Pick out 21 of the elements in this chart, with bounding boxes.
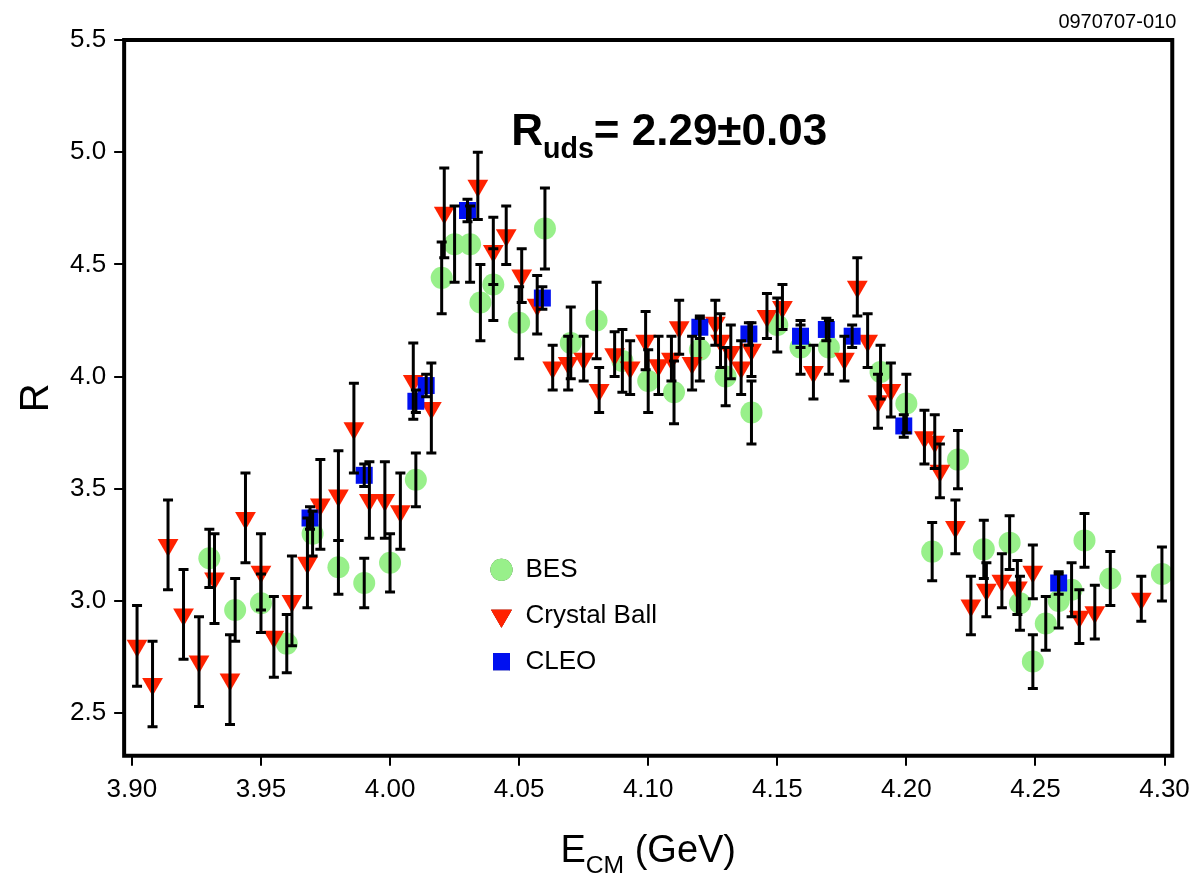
legend-label: BES bbox=[525, 552, 578, 583]
legend-label: CLEO bbox=[525, 644, 597, 675]
x-tick-label: 4.25 bbox=[1010, 772, 1061, 803]
y-tick-label: 4.5 bbox=[69, 247, 107, 278]
x-tick-label: 4.30 bbox=[1139, 772, 1190, 803]
x-tick-label: 4.00 bbox=[364, 772, 416, 803]
y-tick-label: 5.5 bbox=[69, 23, 107, 54]
y-tick-label: 3.0 bbox=[69, 584, 107, 615]
x-tick-label: 4.20 bbox=[881, 772, 932, 803]
y-tick-label: 5.0 bbox=[69, 135, 107, 166]
x-tick-label: 3.95 bbox=[235, 772, 287, 803]
y-axis-title: R bbox=[12, 383, 56, 413]
legend-label: Crystal Ball bbox=[525, 598, 657, 629]
y-tick-label: 4.0 bbox=[69, 359, 107, 390]
y-tick-label: 2.5 bbox=[69, 696, 107, 727]
x-tick-label: 4.15 bbox=[751, 772, 803, 803]
x-tick-label: 4.10 bbox=[622, 772, 674, 803]
x-tick-label: 3.90 bbox=[106, 772, 158, 803]
x-tick-label: 4.05 bbox=[493, 772, 545, 803]
text: 0970707-010 bbox=[1058, 10, 1177, 32]
y-tick-label: 3.5 bbox=[69, 471, 107, 502]
